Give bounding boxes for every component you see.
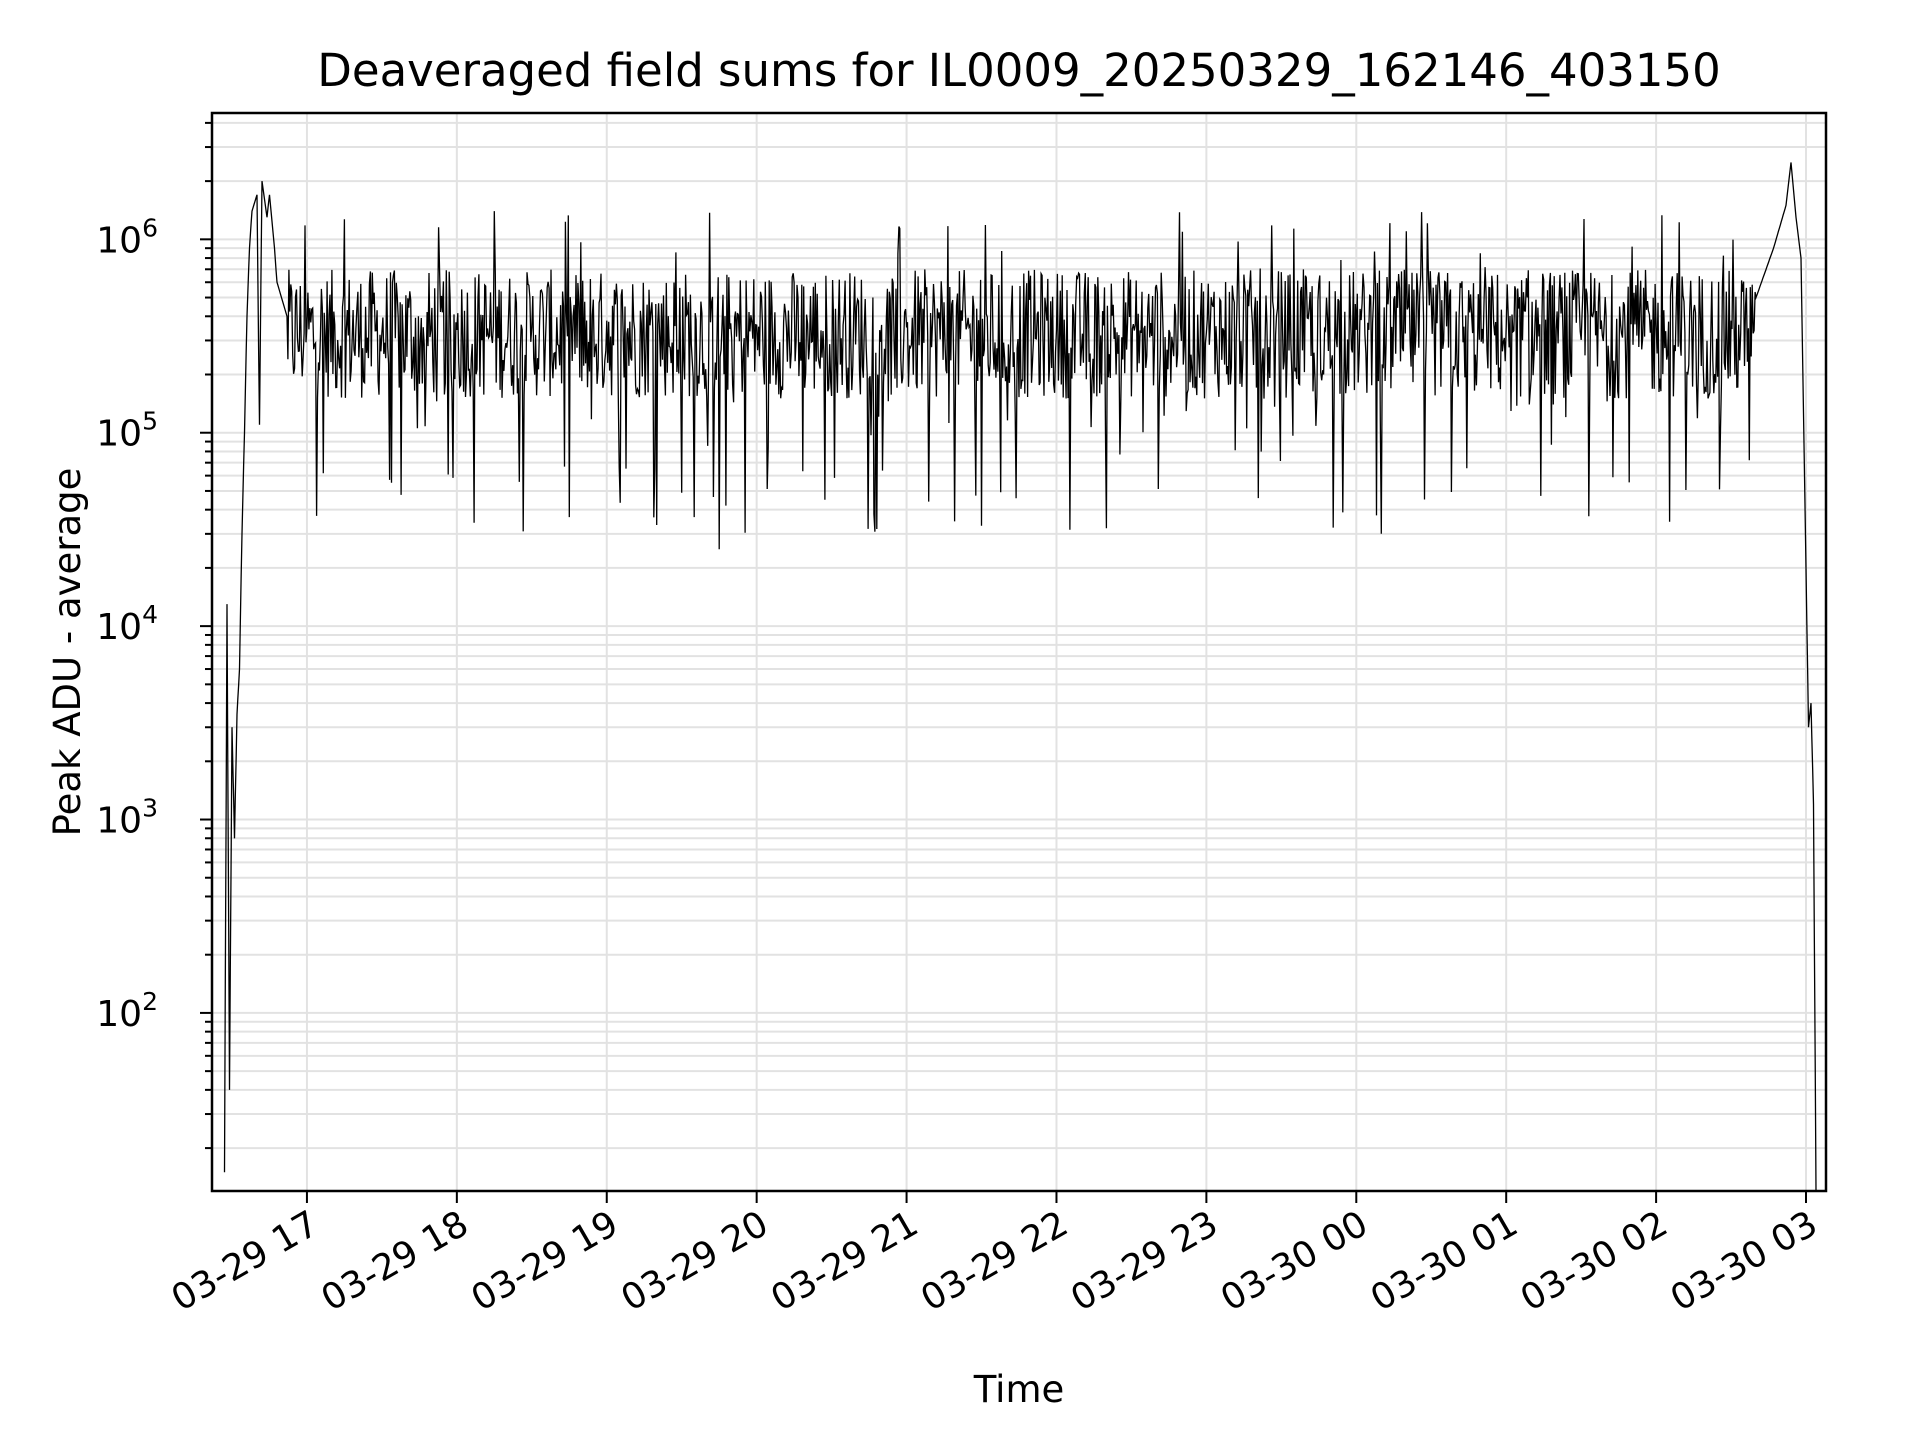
y-tick-exponent: 6 <box>142 213 158 242</box>
y-axis-label: Peak ADU - average <box>46 468 89 837</box>
y-tick-exponent: 3 <box>142 794 158 823</box>
x-tick-label: 03-29 19 <box>465 1203 626 1319</box>
series-line <box>223 162 1817 1192</box>
y-tick-label: 104 <box>96 600 158 648</box>
chart-title: Deaveraged field sums for IL0009_2025032… <box>317 44 1721 97</box>
x-axis-label: Time <box>973 1368 1065 1411</box>
x-tick-label: 03-30 00 <box>1214 1203 1375 1319</box>
x-tick-label: 03-29 21 <box>764 1203 925 1319</box>
y-tick-label: 105 <box>96 407 158 455</box>
y-tick-exponent: 5 <box>142 407 158 436</box>
x-tick-label: 03-29 17 <box>165 1203 326 1319</box>
plot-frame <box>210 111 1828 1193</box>
x-tick-label: 03-30 01 <box>1364 1203 1525 1319</box>
y-tick-exponent: 2 <box>142 987 158 1016</box>
x-tick-label: 03-30 03 <box>1664 1203 1825 1319</box>
y-tick-label: 102 <box>96 987 158 1035</box>
x-tick-label: 03-29 20 <box>614 1203 775 1319</box>
y-tick-label: 103 <box>96 794 158 842</box>
x-tick-label: 03-29 18 <box>315 1203 476 1319</box>
plot-layer <box>223 162 1817 1192</box>
y-tick-exponent: 4 <box>142 600 158 629</box>
x-tick-label: 03-29 22 <box>914 1203 1075 1319</box>
x-tick-label: 03-30 02 <box>1514 1203 1675 1319</box>
x-tick-label: 03-29 23 <box>1064 1203 1225 1319</box>
y-tick-label: 106 <box>96 213 158 261</box>
